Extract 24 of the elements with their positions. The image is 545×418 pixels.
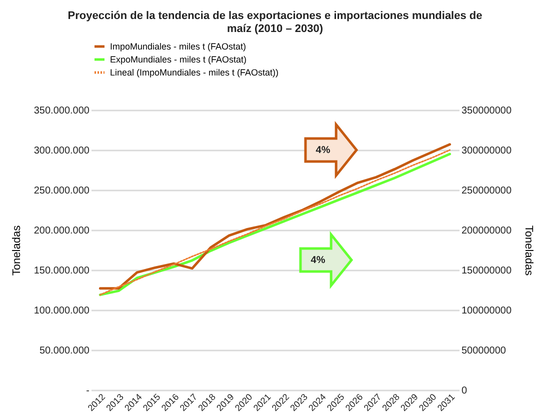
y-tick-label: -: [86, 386, 90, 396]
y2-tick-label: 150000000: [462, 266, 512, 276]
y-tick-label: 200.000.000: [34, 226, 90, 236]
y2-tick-label: 0: [462, 386, 468, 396]
chart-title: Proyección de la tendencia de las exportaciones e importaciones mundiales de maíz (2010 – 2030): [68, 10, 482, 35]
y2-tick-label: 350000000: [462, 106, 512, 116]
y2-tick-label: 50000000: [462, 346, 506, 356]
y2-tick-label: 100000000: [462, 306, 512, 316]
y2-tick-label: 250000000: [462, 186, 512, 196]
annotation: 4%: [316, 145, 330, 156]
y-tick-label: 50.000.000: [39, 346, 90, 356]
y2-tick-label: 200000000: [462, 226, 512, 236]
annotation: 4%: [310, 255, 326, 266]
y-tick-label: 300.000.000: [34, 146, 90, 156]
y-axis-title: Toneladas: [10, 224, 23, 276]
y2-axis-title: Toneladas: [522, 225, 535, 276]
y-tick-label: 250.000.000: [34, 186, 90, 196]
y-tick-label: 350.000.000: [34, 106, 90, 116]
legend-label: ImpoMundiales - miles t (FAOstat): [110, 42, 246, 52]
y-tick-label: 150.000.000: [34, 266, 90, 276]
legend-label: ExpoMundiales - miles t (FAOstat): [110, 54, 247, 64]
y2-tick-label: 300000000: [462, 146, 512, 156]
y-tick-label: 100.000.000: [34, 306, 90, 316]
legend-label: Lineal (ImpoMundiales - miles t (FAOstat)): [110, 68, 279, 78]
